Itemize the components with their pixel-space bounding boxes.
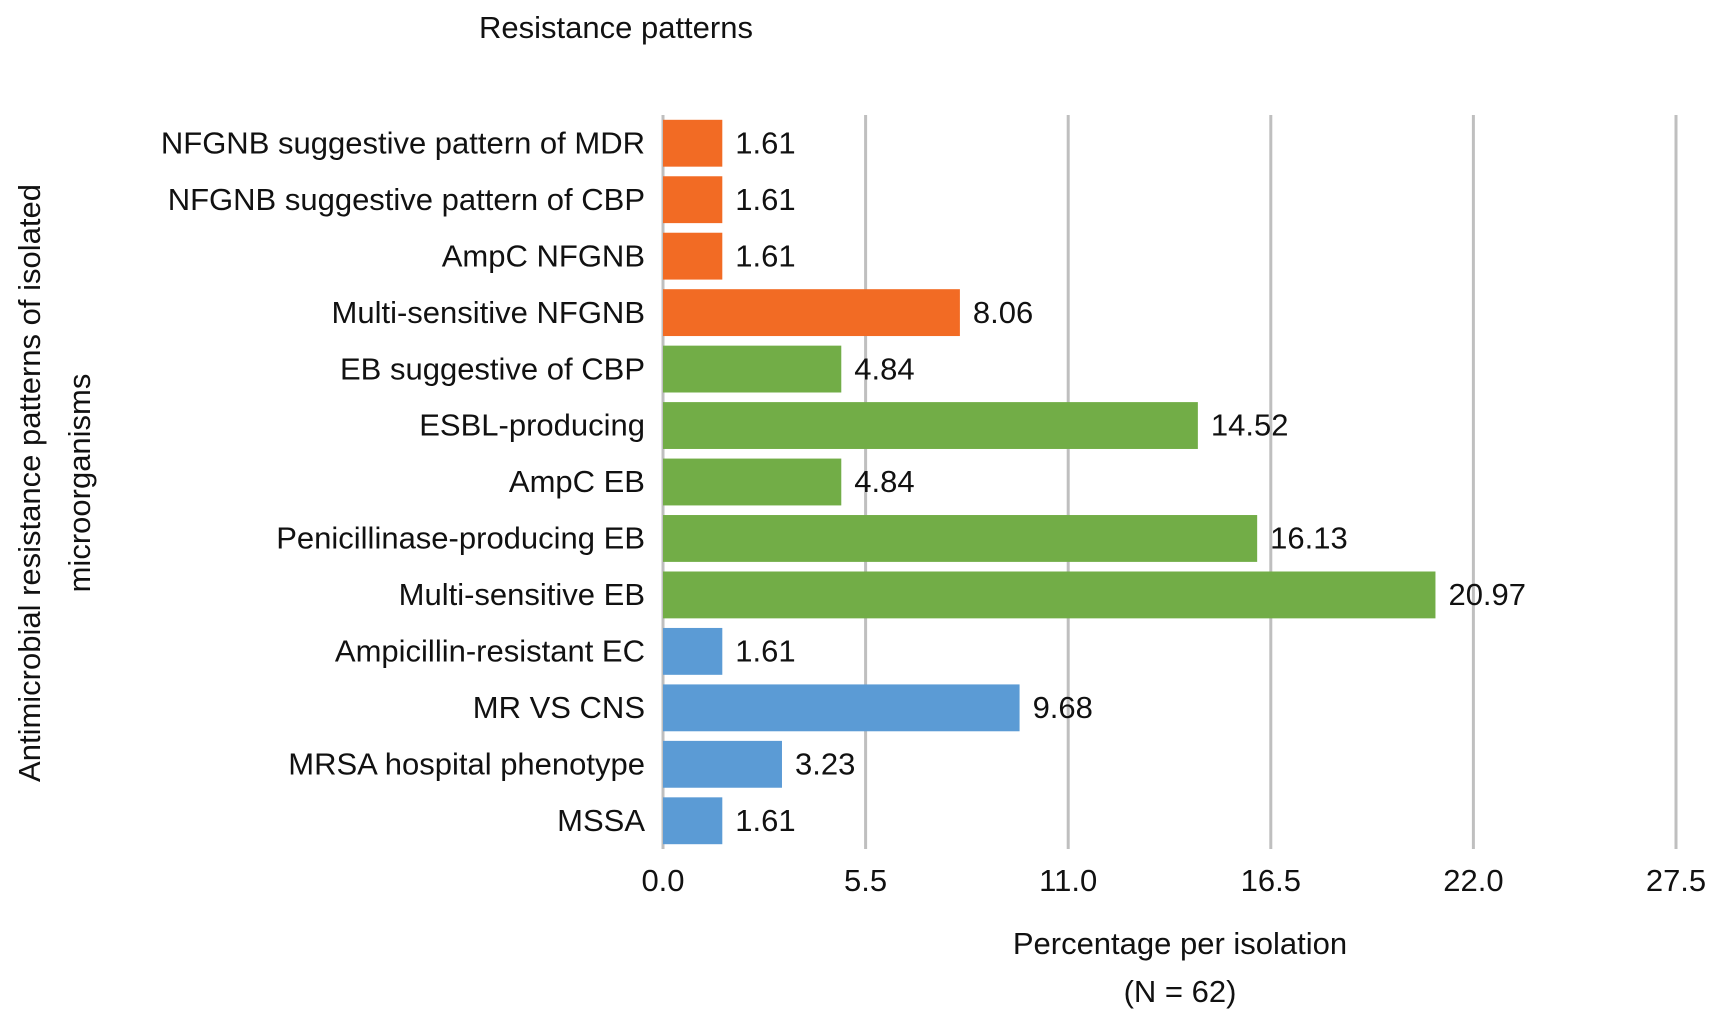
y-tick-label: EB suggestive of CBP (340, 351, 645, 386)
data-label: 1.61 (735, 803, 795, 838)
x-tick-label: 27.5 (1646, 863, 1706, 898)
data-label: 9.68 (1033, 690, 1093, 725)
bar (663, 232, 723, 280)
data-label: 20.97 (1448, 577, 1526, 612)
y-tick-label: NFGNB suggestive pattern of CBP (168, 182, 645, 217)
data-label: 3.23 (795, 746, 855, 781)
x-tick-label: 11.0 (1039, 863, 1097, 898)
y-tick-label: AmpC NFGNB (442, 238, 645, 273)
bar (663, 797, 723, 845)
x-tick-label: 0.0 (641, 863, 684, 898)
x-tick-label: 22.0 (1443, 863, 1503, 898)
bar (663, 402, 1198, 449)
x-axis-label: Percentage per isolation (1013, 926, 1347, 961)
y-tick-label: MRSA hospital phenotype (288, 746, 645, 781)
y-tick-label: Multi-sensitive EB (399, 577, 645, 612)
x-tick-label: 16.5 (1241, 863, 1301, 898)
bar (663, 119, 723, 167)
y-tick-label: Ampicillin-resistant EC (335, 634, 645, 669)
data-label: 4.84 (854, 351, 914, 386)
x-tick-label: 5.5 (844, 863, 887, 898)
y-tick-label: Multi-sensitive NFGNB (332, 295, 646, 330)
data-label: 8.06 (973, 295, 1033, 330)
bar (663, 627, 723, 675)
data-label: 14.52 (1211, 408, 1289, 443)
y-tick-label: NFGNB suggestive pattern of MDR (161, 125, 645, 160)
data-label: 1.61 (735, 238, 795, 273)
bar (663, 684, 1020, 732)
data-label: 16.13 (1270, 521, 1348, 556)
data-label: 4.84 (854, 464, 914, 499)
bar (663, 571, 1436, 619)
y-tick-label: Penicillinase-producing EB (276, 521, 645, 556)
data-label: 1.61 (735, 182, 795, 217)
bar (663, 345, 842, 393)
data-label: 1.61 (735, 634, 795, 669)
y-tick-label: MSSA (557, 803, 645, 838)
bar (663, 458, 842, 506)
data-label: 1.61 (735, 125, 795, 160)
chart-title: Resistance patterns (479, 10, 753, 45)
bar (663, 740, 782, 788)
bar (663, 289, 960, 337)
y-tick-label: ESBL-producing (419, 408, 645, 443)
y-axis-label: microorganisms (62, 374, 97, 593)
x-axis-label: (N = 62) (1124, 974, 1237, 1009)
y-tick-label: AmpC EB (509, 464, 645, 499)
bar (663, 176, 723, 224)
bar (663, 515, 1258, 562)
y-axis-label: Antimicrobial resistance patterns of iso… (12, 184, 47, 782)
y-tick-label: MR VS CNS (473, 690, 645, 725)
